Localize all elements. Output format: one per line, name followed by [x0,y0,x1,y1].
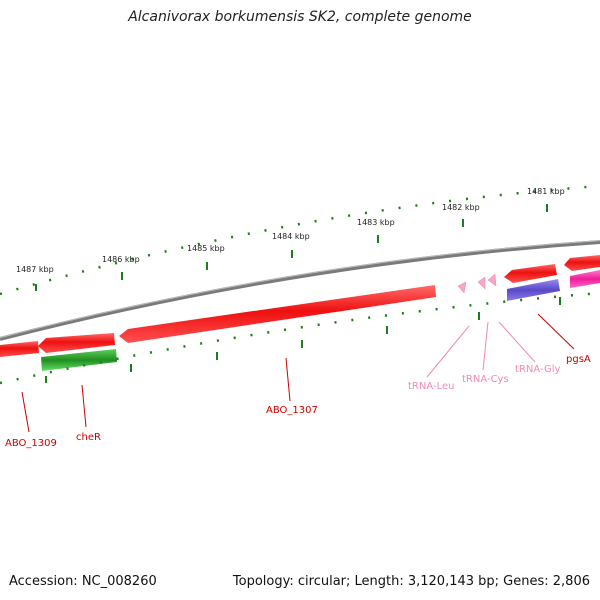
gene-arrow-abo-1309[interactable] [0,341,39,357]
gene-label-cher: cheR [76,432,101,443]
genome-backbone [0,240,600,341]
kbp-label: 1487 kbp [16,265,54,274]
gene-label-abo-1307: ABO_1307 [266,405,318,416]
kbp-label: 1484 kbp [272,232,310,241]
gene-arrow-trna-gly[interactable] [487,273,497,287]
inner-major-ticks [45,297,561,383]
kbp-label: 1486 kbp [102,255,140,264]
inner-tick-arc [0,291,600,385]
gene-arrow-cher[interactable] [41,349,117,371]
gene-label-trna-leu: tRNA-Leu [408,381,454,392]
label-leaders [21,313,575,433]
outer-major-ticks [35,204,548,291]
kbp-label: 1482 kbp [442,203,480,212]
gene-label-pgsa: pgsA [566,354,591,365]
gene-arrow-trna-leu[interactable] [457,281,467,294]
gene-arrow-red[interactable] [564,255,600,271]
gene-label-trna-cys: tRNA-Cys [462,374,509,385]
accession-text: Accession: NC_008260 [9,574,157,589]
genome-summary: Topology: circular; Length: 3,120,143 bp… [232,574,590,589]
gene-arrow-magenta[interactable] [570,270,600,288]
kbp-label: 1485 kbp [187,244,225,253]
gene-arrow-abo-1308[interactable] [38,333,115,353]
genome-title: Alcanivorax borkumensis SK2, complete ge… [128,9,472,25]
kbp-label: 1481 kbp [527,187,565,196]
kbp-label: 1483 kbp [357,218,395,227]
gene-arrow-red[interactable] [504,264,557,283]
gene-label-abo-1309: ABO_1309 [5,438,57,449]
gene-arrow-pgsa[interactable] [507,279,560,301]
gene-arrow-abo-1307[interactable] [119,285,436,343]
gene-label-trna-gly: tRNA-Gly [515,364,560,375]
gene-arrow-trna-cys[interactable] [477,276,486,290]
